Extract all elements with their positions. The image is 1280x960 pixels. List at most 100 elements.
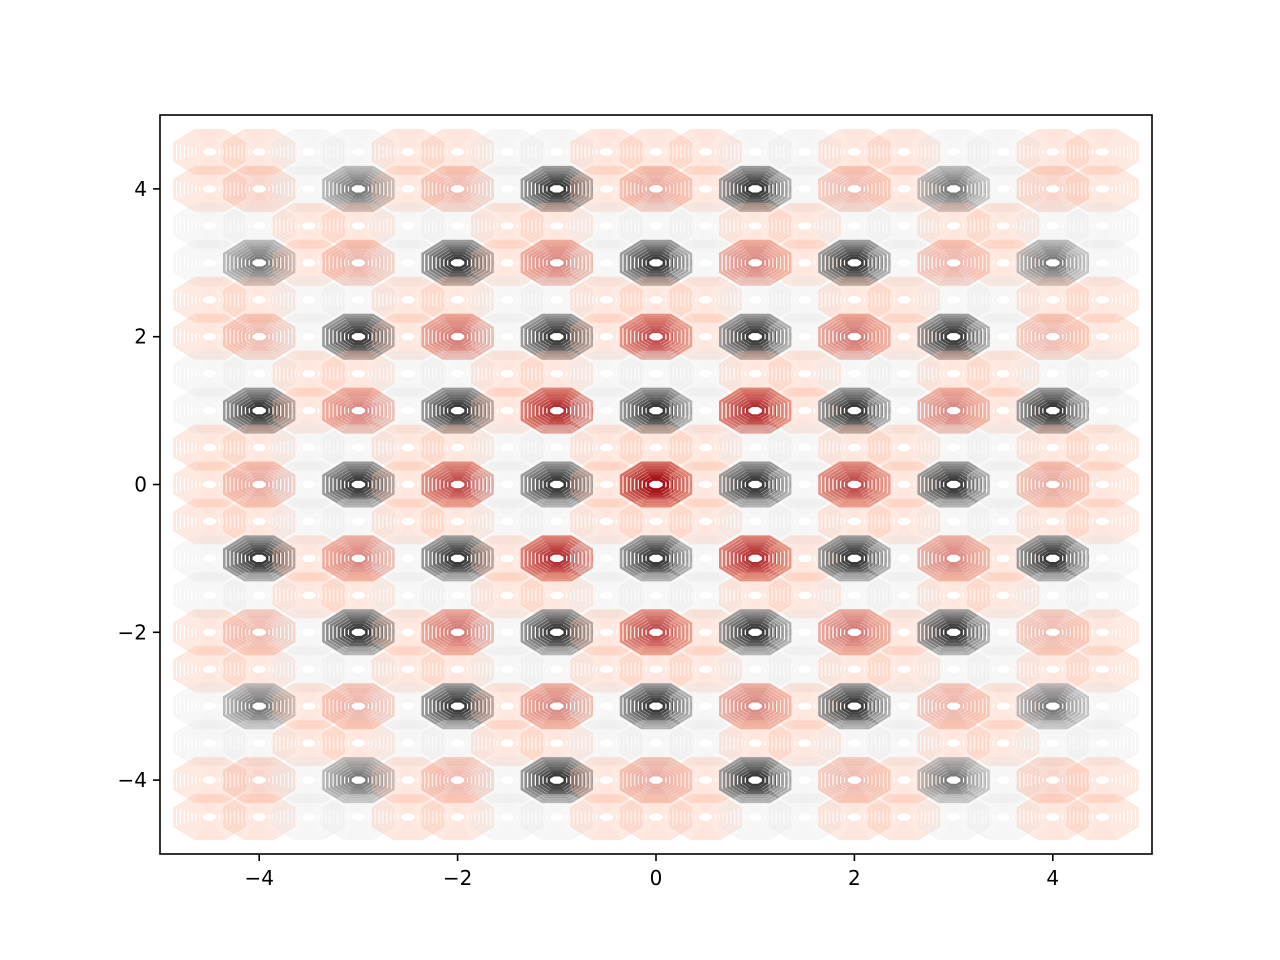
contour-line [669,646,742,693]
contour-line [1020,611,1086,653]
contour-line [226,537,292,580]
contour-line [635,507,677,535]
contour-line [173,202,246,249]
contour-line [486,507,529,535]
contour-line [246,254,273,272]
contour-line [341,621,376,644]
contour-line [669,350,742,397]
contour-line [795,478,815,491]
contour-line [982,286,1025,314]
contour-line [833,286,876,314]
contour-line [1081,175,1124,203]
contour-line [631,468,681,501]
contour-line [429,540,487,577]
contour-line [337,507,380,535]
contour-line [1070,168,1135,210]
contour-line [638,805,674,829]
contour-line [833,655,876,683]
contour-line [619,609,693,656]
contour-line [543,771,570,789]
contour-line [520,609,594,656]
contour-line [692,328,719,346]
contour-line [883,655,925,683]
contour-line [776,724,834,762]
contour-line [696,515,715,528]
contour-line [390,621,426,644]
contour-line [337,803,380,831]
contour-line [936,805,971,829]
contour-line [524,611,590,653]
contour-line [200,662,219,676]
contour-line [646,404,666,417]
contour-line [1089,660,1116,678]
contour-line [883,803,925,831]
contour-line [692,512,719,531]
contour-line [974,651,1032,688]
contour-line [1093,810,1112,824]
contour-line [821,796,887,838]
contour-line [1093,773,1112,787]
contour-line [242,584,277,607]
contour-line [673,426,739,469]
contour-line [680,505,731,538]
contour-line [734,175,777,203]
contour-line [783,507,826,535]
contour-line [543,217,570,235]
contour-line [974,798,1032,836]
contour-line [894,736,914,750]
contour-line [745,219,765,233]
contour-line [432,468,483,501]
contour-line [718,239,792,286]
contour-line [589,362,624,385]
contour-line [642,217,670,235]
contour-line [738,140,773,163]
contour-line [646,145,666,159]
contour-line [490,510,525,533]
contour-line [932,803,975,831]
contour-line [944,626,963,639]
contour-line [394,401,422,420]
x-tick-label: −4 [244,866,273,890]
contour-line [680,136,731,168]
contour-line [684,507,727,535]
contour-line [829,320,880,353]
contour-line [543,512,570,531]
contour-line [436,249,479,277]
contour-line [234,616,284,649]
contour-line [1039,549,1066,568]
contour-line [448,182,467,196]
contour-line [535,397,578,425]
contour-line [429,614,487,651]
contour-line [734,360,777,388]
contour-line [383,431,433,464]
contour-line [818,535,891,582]
contour-line [745,662,765,676]
contour-line [932,507,975,535]
contour-line [1016,313,1089,360]
contour-line [845,367,864,380]
contour-line [795,441,815,454]
contour-line [329,244,387,282]
contour-line [539,251,574,274]
contour-line [944,589,963,602]
contour-line [696,773,715,787]
contour-line [879,801,929,833]
contour-line [619,461,693,508]
contour-line [726,540,784,577]
contour-line [1070,648,1135,690]
contour-line [795,256,815,270]
contour-line [825,392,883,429]
contour-line [390,214,426,237]
contour-line [173,165,246,212]
contour-line [1085,547,1120,570]
contour-line [1066,609,1139,656]
contour-line [440,547,475,570]
contour-line [718,165,792,212]
contour-line [497,810,517,824]
contour-line [341,362,376,385]
contour-line [932,360,975,388]
contour-line [1043,441,1063,454]
contour-line [890,438,918,457]
contour-line [730,542,780,575]
contour-line [944,773,963,787]
